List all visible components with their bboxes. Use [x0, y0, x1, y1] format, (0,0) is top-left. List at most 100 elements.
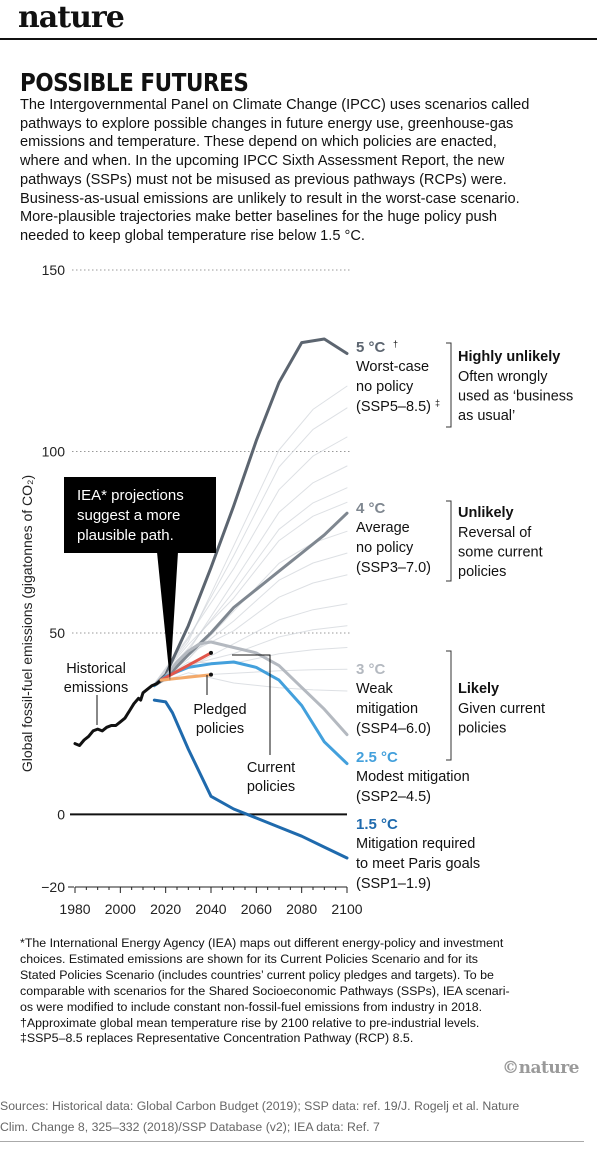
- scenario-description: (SSP2–4.5): [356, 789, 431, 805]
- likelihood-description: Reversal of: [458, 525, 532, 541]
- y-tick-label: 0: [57, 806, 65, 822]
- background-scenario-line: [153, 647, 348, 685]
- scenario-description: (SSP5–8.5): [356, 399, 431, 415]
- scenario-description: Weak: [356, 681, 394, 697]
- temperature-label: 5 °C: [356, 339, 386, 356]
- likelihood-heading: Likely: [458, 681, 499, 697]
- historical-line: [73, 678, 163, 747]
- scenario-description: (SSP3–7.0): [356, 560, 431, 576]
- y-tick-label: 100: [42, 443, 66, 459]
- intro-line: where and when. In the upcoming IPCC Six…: [20, 153, 505, 170]
- intro-line: pathways to explore possible changes in …: [20, 115, 514, 132]
- intro-text: The Intergovernmental Panel on Climate C…: [20, 96, 580, 246]
- series-line-ssp460: [152, 640, 349, 737]
- x-tick-label: 2080: [286, 901, 317, 917]
- scenario-description: (SSP4–6.0): [356, 721, 431, 737]
- footnote-line: ‡SSP5–8.5 replaces Representative Concen…: [20, 1031, 414, 1046]
- callout-text: suggest a more: [77, 507, 180, 524]
- scenario-description: to meet Paris goals: [356, 856, 480, 872]
- pledged-label: Pledged: [193, 702, 246, 718]
- temperature-label: 4 °C: [356, 500, 386, 517]
- callout-text: IEA* projections: [77, 487, 184, 504]
- scenario-series: [152, 337, 349, 860]
- likelihood-description: Given current: [458, 701, 545, 717]
- likelihood-description: Often wrongly: [458, 369, 548, 385]
- background-scenario-line: [153, 436, 348, 685]
- scenario-description: no policy: [356, 379, 414, 395]
- background-scenario-line: [153, 407, 348, 685]
- nature-logo: nature: [18, 0, 125, 35]
- historical-label: Historical: [66, 661, 126, 677]
- likelihood-bracket: [446, 500, 452, 582]
- scenario-description: Modest mitigation: [356, 769, 470, 785]
- gridlines: [68, 269, 350, 888]
- double-dagger-mark: ‡: [435, 398, 440, 408]
- y-tick-label: 50: [49, 625, 65, 641]
- likelihood-bracket: [446, 650, 452, 761]
- intro-line: needed to keep global temperature rise b…: [20, 227, 365, 244]
- scenario-description: Average: [356, 520, 410, 536]
- callout-text: plausible path.: [77, 527, 174, 544]
- footnote-line: †Approximate global mean temperature ris…: [20, 1015, 480, 1030]
- footer-rule: [0, 1141, 584, 1142]
- emissions-chart: −20 0 50 100 150 1980 2000 2020 2040 2060 2080 2100…: [19, 262, 574, 917]
- x-tick-label: 2060: [241, 901, 272, 917]
- header-rule: [0, 38, 597, 40]
- intro-line: pathways (SSPs) must not be misused as p…: [20, 171, 507, 188]
- iea-line-pledged: [159, 673, 213, 682]
- background-scenario-line: [153, 385, 348, 685]
- sources-line: Sources: Historical data: Global Carbon …: [0, 1099, 520, 1113]
- page-title: POSSIBLE FUTURES: [20, 68, 249, 97]
- x-tick-label: 1980: [59, 901, 90, 917]
- likelihood-description: policies: [458, 721, 506, 737]
- temperature-label: 2.5 °C: [356, 749, 398, 766]
- footnote-line: *The International Energy Agency (IEA) m…: [20, 936, 504, 950]
- x-tick-label: 2040: [195, 901, 226, 917]
- likelihood-description: used as ‘business: [458, 389, 573, 405]
- likelihood-description: policies: [458, 564, 506, 580]
- annotations: IEA* projections suggest a more plausible …: [64, 339, 574, 892]
- callout-pointer: [157, 552, 178, 681]
- series-line-ssp585: [152, 337, 349, 688]
- scenario-description: mitigation: [356, 701, 418, 717]
- intro-line: The Intergovernmental Panel on Climate C…: [20, 97, 530, 113]
- footnote-line: os were modified to include constant non…: [20, 999, 483, 1014]
- background-scenario-line: [153, 501, 348, 685]
- likelihood-heading: Highly unlikely: [458, 349, 560, 365]
- dagger-mark: †: [393, 339, 398, 349]
- footnote-line: comparable with scenarios for the Shared…: [20, 983, 510, 998]
- background-scenario-line: [153, 487, 348, 685]
- iea-end-dot: [209, 650, 213, 655]
- likelihood-description: some current: [458, 545, 543, 561]
- nature-watermark: ©nature: [502, 1058, 579, 1078]
- current-leader: [232, 654, 271, 755]
- likelihood-bracket: [446, 342, 452, 428]
- x-tick-label: 2100: [331, 901, 362, 917]
- intro-line: emissions and temperature. These depend …: [20, 134, 497, 151]
- intro-line: More-plausible trajectories make better …: [20, 209, 497, 226]
- iea-line-current: [159, 651, 213, 682]
- series-line-ssp370: [152, 511, 349, 688]
- intro-line: Business-as-usual emissions are unlikely…: [20, 190, 520, 207]
- scenario-description: no policy: [356, 540, 414, 556]
- scenario-description: Mitigation required: [356, 836, 475, 852]
- footnotes: *The International Energy Agency (IEA) m…: [20, 936, 580, 1047]
- iea-series: [159, 650, 213, 682]
- temperature-label: 3 °C: [356, 661, 386, 678]
- footnote-line: Stated Policies Scenario (includes count…: [20, 967, 494, 982]
- series-line-ssp119: [152, 698, 349, 860]
- likelihood-description: as usual’: [458, 408, 515, 424]
- current-label: Current: [247, 760, 295, 776]
- x-tick-label: 2020: [150, 901, 181, 917]
- scenario-description: (SSP1–1.9): [356, 876, 431, 892]
- footnote-line: choices. Estimated emissions are shown f…: [20, 951, 478, 966]
- pledged-label: policies: [196, 721, 244, 737]
- current-label: policies: [247, 779, 295, 795]
- axis-ticks: −20 0 50 100 150 1980 2000 2020 2040 2060 2080 2100…: [19, 262, 363, 917]
- x-tick-label: 2000: [105, 901, 136, 917]
- y-tick-label: −20: [41, 879, 65, 895]
- iea-end-dot: [209, 672, 213, 677]
- historical-label: emissions: [64, 680, 128, 696]
- background-scenario-line: [153, 672, 348, 692]
- sources-line: Clim. Change 8, 325–332 (2018)/SSP Datab…: [0, 1120, 380, 1134]
